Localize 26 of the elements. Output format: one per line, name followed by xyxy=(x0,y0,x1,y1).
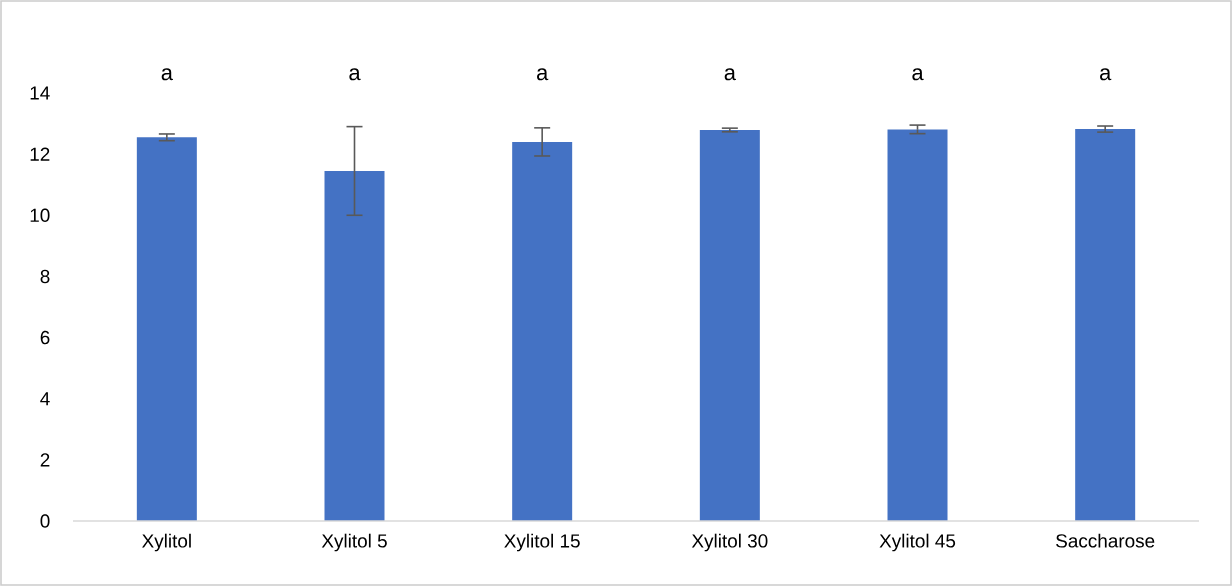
bar xyxy=(887,129,948,521)
x-tick-label: Xylitol 45 xyxy=(879,533,956,552)
x-tick-label: Xylitol 30 xyxy=(691,533,768,552)
bar xyxy=(1075,129,1136,521)
text: a xyxy=(349,68,361,81)
y-tick-label: 12 xyxy=(30,147,50,161)
x-tick-label: Xylitol 5 xyxy=(321,533,387,552)
bar xyxy=(512,141,573,521)
y-tick-label: 8 xyxy=(40,269,50,284)
y-tick-label: 6 xyxy=(40,330,50,345)
y-tick-label: 2 xyxy=(40,453,50,467)
x-tick-label: Xylitol 15 xyxy=(504,533,580,552)
x-tick-label: Saccharose xyxy=(1056,533,1155,548)
text: a xyxy=(724,68,736,81)
y-tick-label: 10 xyxy=(30,208,50,222)
bar xyxy=(699,129,760,521)
text: a xyxy=(1100,68,1112,81)
bar xyxy=(324,170,385,521)
y-tick-label: 4 xyxy=(40,392,50,406)
y-tick-label: 0 xyxy=(40,514,50,528)
bar xyxy=(136,137,197,521)
text: a xyxy=(161,68,173,81)
y-tick-label: 14 xyxy=(30,86,50,100)
text: a xyxy=(912,68,924,81)
text: a xyxy=(537,68,549,81)
x-tick-label: Xylitol xyxy=(142,533,191,552)
